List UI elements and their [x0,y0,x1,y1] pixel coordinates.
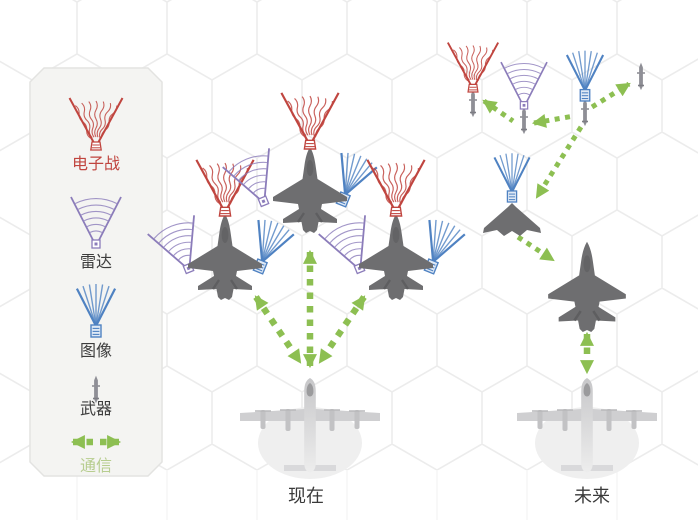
legend-label-weapon: 武器 [80,400,112,418]
comm-link-radar-missile [531,113,575,128]
comm-link-drone-to-fighter [516,234,555,263]
legend-label-communication: 通信 [80,457,112,475]
scene-present: 现在 [146,93,468,506]
legend-panel: 电子战 雷达 图像 武器 通信 [29,67,163,477]
legend-label-electronic-warfare: 电子战 [72,155,120,173]
comm-link-to-drone [534,125,584,199]
legend-label-image: 图像 [80,342,112,360]
scene-label-present: 现在 [288,486,324,506]
comm-link-plain-missile [590,81,631,110]
scene-future: 未来 [448,43,658,506]
legend-panel-background [29,67,163,477]
legend-label-radar: 雷达 [80,253,112,271]
scene-label-future: 未来 [574,486,610,506]
